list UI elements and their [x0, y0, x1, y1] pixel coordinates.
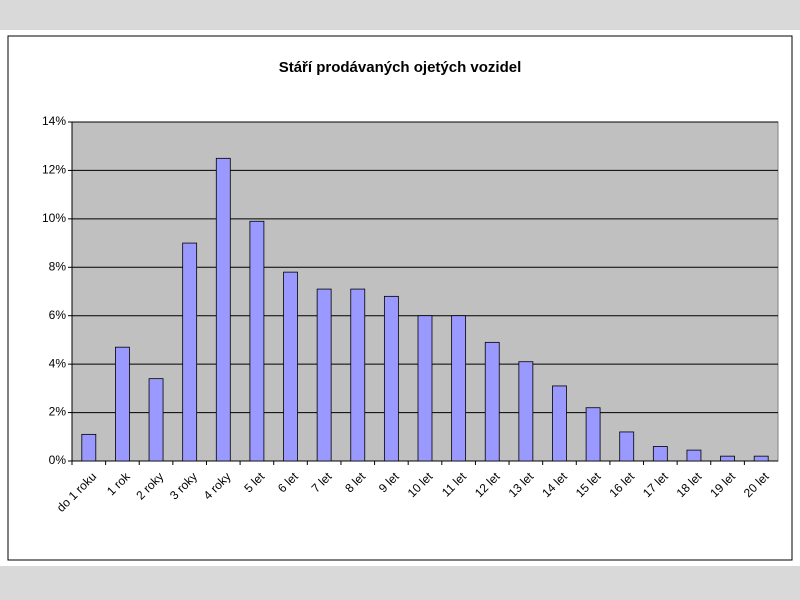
bar	[283, 271, 298, 462]
bar	[417, 315, 433, 462]
bar	[585, 407, 601, 462]
bar	[148, 378, 164, 462]
y-tick-label: 2%	[49, 405, 67, 419]
bar	[619, 431, 635, 462]
y-tick-label: 4%	[49, 356, 67, 370]
bar	[753, 455, 769, 462]
bar	[451, 315, 467, 462]
y-tick-label: 8%	[49, 259, 67, 273]
bar	[484, 341, 500, 462]
bar	[350, 288, 366, 462]
bar	[182, 242, 198, 462]
bar	[383, 295, 399, 462]
bar	[215, 157, 231, 462]
bar	[115, 346, 130, 462]
bar	[552, 385, 567, 462]
bar	[720, 455, 735, 462]
bar	[249, 220, 265, 462]
bar	[316, 288, 332, 462]
y-tick-label: 0%	[49, 453, 67, 467]
bar	[518, 361, 534, 462]
y-tick-label: 10%	[42, 211, 66, 225]
bar	[652, 446, 668, 462]
y-tick-label: 12%	[42, 163, 66, 177]
y-tick-label: 6%	[49, 308, 67, 322]
bar	[686, 449, 702, 462]
chart-title: Stáří prodávaných ojetých vozidel	[279, 59, 522, 76]
bar	[81, 433, 97, 462]
y-tick-label: 14%	[42, 114, 66, 128]
